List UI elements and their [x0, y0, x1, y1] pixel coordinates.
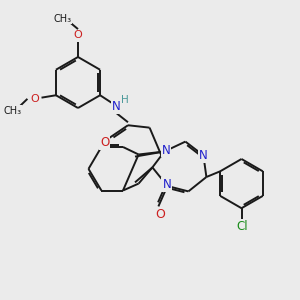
Text: Cl: Cl: [236, 220, 248, 233]
Text: N: N: [112, 100, 121, 113]
Text: H: H: [121, 95, 129, 105]
Text: N: N: [162, 178, 171, 191]
Text: N: N: [161, 143, 170, 157]
Text: O: O: [74, 30, 82, 40]
Text: CH₃: CH₃: [3, 106, 22, 116]
Text: CH₃: CH₃: [53, 14, 71, 24]
Text: O: O: [30, 94, 39, 104]
Text: N: N: [199, 149, 208, 162]
Text: O: O: [100, 136, 109, 149]
Text: O: O: [155, 208, 165, 221]
